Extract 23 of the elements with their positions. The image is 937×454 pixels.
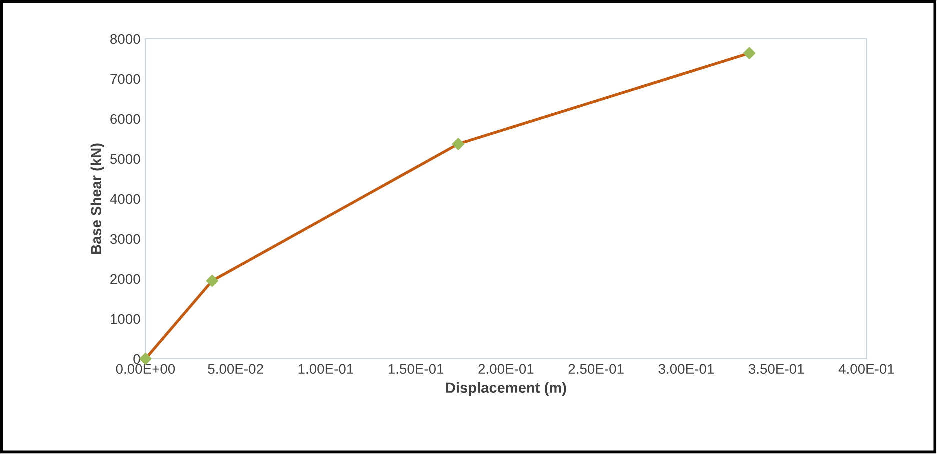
y-tick-label: 6000 <box>110 114 140 124</box>
x-axis-title: Displacement (m) <box>446 382 566 396</box>
x-tick-label: 3.50E-01 <box>748 364 804 374</box>
point <box>452 138 465 150</box>
y-tick-label: 2000 <box>110 274 140 284</box>
y-tick-label: 8000 <box>110 34 140 44</box>
y-tick-label: 4000 <box>110 194 140 204</box>
y-tick-label: 0 <box>134 354 140 364</box>
y-axis-title: Base Shear (kN) <box>90 144 104 254</box>
x-tick-label: 0.00E+00 <box>116 364 176 374</box>
x-tick-label: 2.00E-01 <box>478 364 534 374</box>
y-tick-label: 1000 <box>111 314 140 324</box>
y-tick-label: 3000 <box>110 234 140 244</box>
x-tick-label: 1.50E-01 <box>388 364 444 374</box>
y-tick-label: 5000 <box>110 154 140 164</box>
x-tick-label: 3.00E-01 <box>658 364 714 374</box>
x-tick-label: 5.00E-02 <box>208 364 264 374</box>
point <box>206 274 218 288</box>
x-tick-label: 4.00E-01 <box>838 364 894 374</box>
x-tick-label: 2.50E-01 <box>568 364 624 374</box>
y-tick-label: 7000 <box>110 74 140 84</box>
point <box>743 47 756 60</box>
x-tick-label: 1.00E-01 <box>298 364 354 374</box>
